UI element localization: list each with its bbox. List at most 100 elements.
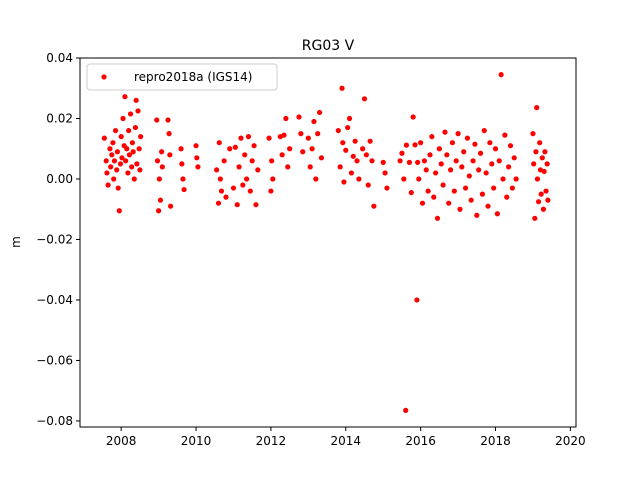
data-point (159, 149, 165, 155)
data-point (491, 185, 497, 191)
x-tick-label: 2020 (555, 434, 586, 448)
data-point (345, 124, 351, 131)
data-point (410, 114, 416, 120)
data-point (418, 140, 424, 146)
data-point (179, 161, 185, 167)
data-point (285, 164, 291, 170)
data-point (346, 115, 353, 122)
data-point (135, 108, 141, 114)
data-point (124, 146, 130, 152)
data-point (156, 176, 162, 182)
data-point (431, 194, 437, 200)
data-point (157, 197, 164, 203)
data-point (531, 161, 537, 167)
data-point (425, 188, 431, 194)
data-point (181, 186, 187, 193)
data-point (513, 176, 519, 182)
data-point (337, 164, 343, 170)
data-point (249, 158, 255, 164)
data-point (111, 158, 118, 164)
data-point (194, 155, 200, 161)
y-tick-label: −0.06 (36, 353, 73, 367)
data-point (434, 215, 441, 221)
data-point (511, 155, 517, 161)
data-point (279, 152, 285, 158)
data-point (110, 140, 116, 146)
data-point (105, 182, 111, 188)
data-point (369, 158, 375, 164)
x-tick-label: 2012 (256, 434, 287, 448)
data-point (108, 164, 114, 170)
data-point (343, 147, 349, 153)
data-point (444, 152, 450, 158)
data-point (412, 142, 418, 148)
data-point (365, 182, 371, 188)
legend-label: repro2018a (IGS14) (134, 70, 252, 84)
data-point (401, 176, 407, 182)
y-tick-label: −0.04 (36, 293, 73, 307)
data-point (296, 114, 302, 120)
data-point (178, 146, 184, 152)
data-point (540, 206, 547, 212)
data-point (459, 164, 465, 170)
data-point (305, 135, 311, 141)
data-point (101, 135, 107, 141)
y-axis-label: m (9, 236, 23, 248)
data-point (446, 200, 452, 206)
data-point (114, 167, 120, 173)
legend-box (86, 63, 278, 91)
data-point (130, 149, 136, 155)
data-point (129, 140, 136, 146)
data-point (419, 200, 426, 206)
data-point (466, 173, 472, 179)
data-point (545, 197, 551, 203)
data-point (270, 176, 276, 182)
data-point (367, 138, 373, 144)
data-point (133, 97, 139, 103)
data-point (335, 127, 341, 134)
data-point (315, 131, 321, 137)
data-point (255, 167, 261, 173)
data-point (311, 118, 317, 125)
data-point (132, 124, 138, 131)
data-point (539, 155, 545, 161)
data-point (479, 191, 486, 197)
data-point (109, 152, 115, 158)
data-point (238, 135, 244, 141)
data-point (464, 135, 471, 141)
data-point (537, 140, 543, 146)
y-axis-ticks: −0.08 −0.06 −0.04 −0.02 0.00 0.02 0.04 (36, 51, 80, 428)
data-point (468, 197, 474, 203)
data-point (348, 170, 354, 176)
data-point (126, 152, 133, 158)
data-point (457, 206, 463, 212)
data-point (221, 158, 227, 164)
data-point (399, 150, 405, 156)
data-point (509, 185, 515, 191)
data-point (436, 146, 442, 152)
data-point (502, 132, 508, 138)
data-point (216, 140, 222, 146)
data-point (543, 188, 549, 194)
data-point (240, 182, 246, 188)
data-point (300, 149, 306, 155)
data-point (281, 132, 287, 138)
data-point (268, 188, 274, 194)
data-point (230, 185, 237, 191)
data-point (530, 131, 536, 137)
data-point (481, 127, 487, 134)
data-point (470, 158, 476, 164)
data-point (477, 150, 484, 156)
data-point (506, 164, 512, 170)
data-point (251, 143, 257, 149)
data-point (487, 140, 493, 146)
data-point (253, 202, 259, 208)
data-points (101, 72, 551, 413)
data-point (234, 202, 240, 208)
plot-frame (79, 57, 577, 428)
data-point (483, 170, 489, 176)
data-point (380, 159, 386, 165)
x-tick-label: 2010 (181, 434, 212, 448)
data-point (114, 149, 121, 155)
x-tick-label: 2008 (106, 434, 137, 448)
